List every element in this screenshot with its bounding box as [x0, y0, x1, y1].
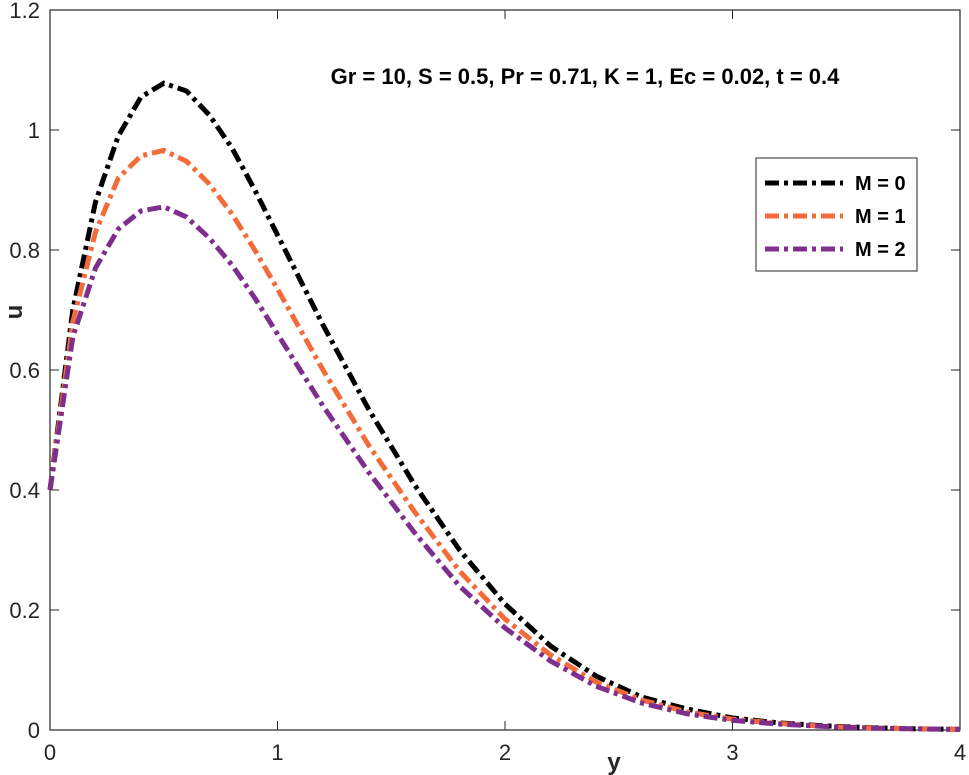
- y-tick-label: 0.2: [9, 598, 40, 623]
- y-tick-label: 1.2: [9, 0, 40, 23]
- x-tick-label: 3: [726, 740, 738, 765]
- legend-label-2: M = 2: [855, 239, 906, 261]
- parameter-annotation: Gr = 10, S = 0.5, Pr = 0.71, K = 1, Ec =…: [331, 64, 841, 89]
- y-tick-label: 0.6: [9, 358, 40, 383]
- x-tick-label: 4: [954, 740, 966, 765]
- legend-label-1: M = 1: [855, 206, 906, 228]
- y-axis-label: u: [1, 305, 28, 320]
- series-line-0: [47, 80, 961, 732]
- y-tick-label: 0: [28, 718, 40, 743]
- axis-ticks: 0 1 2 3 4 0 0.2 0.4 0.6 0.8 1 1.2: [9, 0, 966, 765]
- plot-area: [49, 9, 961, 731]
- legend: M = 0 M = 1 M = 2: [755, 157, 918, 272]
- x-axis-label: y: [607, 749, 621, 775]
- legend-label-0: M = 0: [855, 173, 906, 195]
- x-tick-label: 0: [44, 740, 56, 765]
- y-tick-label: 0.8: [9, 238, 40, 263]
- y-tick-label: 1: [28, 118, 40, 143]
- x-tick-label: 2: [499, 740, 511, 765]
- series-lines: [47, 80, 961, 732]
- y-tick-label: 0.4: [9, 478, 40, 503]
- legend-box: [755, 157, 918, 272]
- x-tick-label: 1: [271, 740, 283, 765]
- series-line-2: [47, 204, 961, 732]
